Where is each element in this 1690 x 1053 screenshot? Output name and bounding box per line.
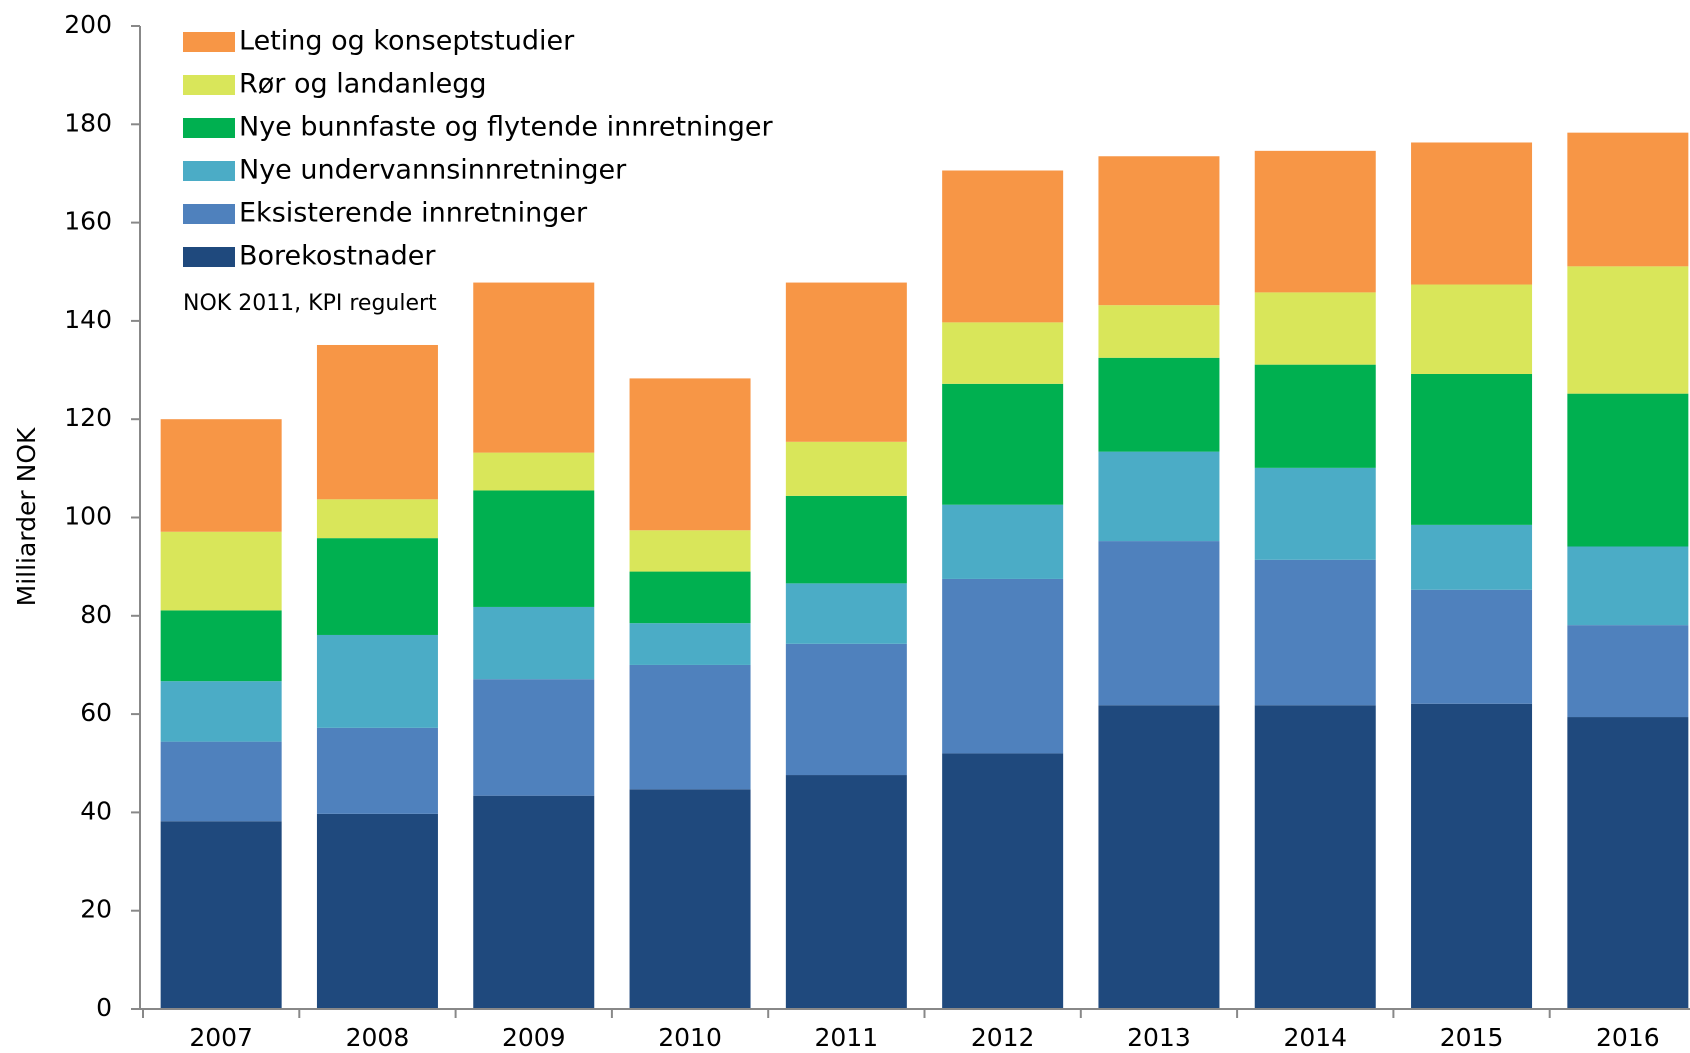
bar-segment [160,419,282,532]
y-tick-label: 0 [96,993,112,1022]
y-axis-label: Milliarder NOK [12,427,41,606]
bar-segment [473,606,595,680]
bar-segment [942,504,1064,579]
x-tick-label: 2009 [502,1023,566,1052]
legend-swatch [183,247,235,267]
x-tick-label: 2008 [346,1023,410,1052]
bar-segment [1098,705,1220,1009]
legend-swatch [183,118,235,138]
legend-label: Leting og konseptstudier [239,26,575,57]
bar-segment [942,322,1064,384]
x-tick-label: 2010 [658,1023,722,1052]
bar-segment [1254,150,1376,293]
y-tick-label: 200 [64,10,112,39]
legend-label: Borekostnader [239,241,436,272]
x-tick-label: 2015 [1440,1023,1504,1052]
x-tick-label: 2016 [1596,1023,1660,1052]
legend-label: Eksisterende innretninger [239,198,588,229]
bar-segment [1411,284,1533,374]
bar-segment [1098,451,1220,542]
bar-segment [1254,292,1376,365]
bar-segment [1254,559,1376,706]
bar-segment [316,538,438,635]
legend-label: Nye bunnfaste og flytende innretninger [239,112,774,143]
bar-segment [785,495,907,584]
legend-label: Nye undervannsinnretninger [239,155,627,186]
legend-swatch [183,75,235,95]
y-tick-label: 80 [80,600,112,629]
y-tick-label: 100 [64,502,112,531]
bar-segment [473,490,595,607]
bar-segment [942,578,1064,754]
legend-swatch [183,204,235,224]
x-tick-label: 2014 [1283,1023,1347,1052]
bar-segment [1567,393,1689,547]
bar-segment [316,813,438,1009]
bar-segment [160,821,282,1009]
bar-segment [473,679,595,796]
bar-segment [473,795,595,1009]
bar-segment [1567,266,1689,394]
bar-segment [1098,357,1220,452]
y-tick-label: 120 [64,403,112,432]
bar-segment [473,452,595,491]
x-tick-label: 2012 [971,1023,1035,1052]
bar-segment [316,499,438,539]
bar-segment [942,170,1064,323]
bar-segment [160,610,282,682]
bar-segment [629,530,751,572]
y-tick-label: 60 [80,698,112,727]
bar-segment [1411,373,1533,525]
bar-segment [629,789,751,1009]
bar-segment [473,282,595,453]
y-tick-label: 160 [64,207,112,236]
bar-segment [629,623,751,665]
bar-segment [942,753,1064,1009]
bar-segment [160,531,282,611]
y-tick-label: 40 [80,796,112,825]
bar-segment [785,583,907,644]
bar-segment [1567,625,1689,718]
bar-segment [629,664,751,790]
bar-segment [629,571,751,624]
bar-segment [942,383,1064,505]
bar-segment [1567,132,1689,267]
bar-segment [1411,524,1533,590]
bar-segment [160,741,282,822]
note: NOK 2011, KPI regulert [183,291,437,316]
bar-segment [1567,717,1689,1009]
bar-segment [1098,156,1220,306]
bar-segment [1411,589,1533,704]
bar-segment [785,775,907,1009]
bar-segment [316,344,438,500]
bar-segment [160,681,282,742]
legend-label: Rør og landanlegg [239,69,487,100]
x-tick-label: 2011 [815,1023,879,1052]
y-tick-label: 180 [64,108,112,137]
bar-segment [1411,142,1533,285]
bar-segment [629,378,751,531]
x-tick-label: 2007 [189,1023,253,1052]
bar-segment [1567,546,1689,626]
bar-segment [785,441,907,496]
bar-segment [1254,705,1376,1009]
bar-segment [1254,467,1376,560]
bar-segment [785,643,907,776]
legend-swatch [183,32,235,52]
bar-segment [1098,541,1220,706]
legend-swatch [183,161,235,181]
bar-segment [316,727,438,814]
y-tick-label: 20 [80,895,112,924]
bar-segment [1254,364,1376,468]
x-tick-label: 2013 [1127,1023,1191,1052]
y-tick-label: 140 [64,305,112,334]
bar-segment [785,282,907,442]
bar-segment [1098,305,1220,358]
bar-segment [316,634,438,728]
bar-segment [1411,703,1533,1009]
